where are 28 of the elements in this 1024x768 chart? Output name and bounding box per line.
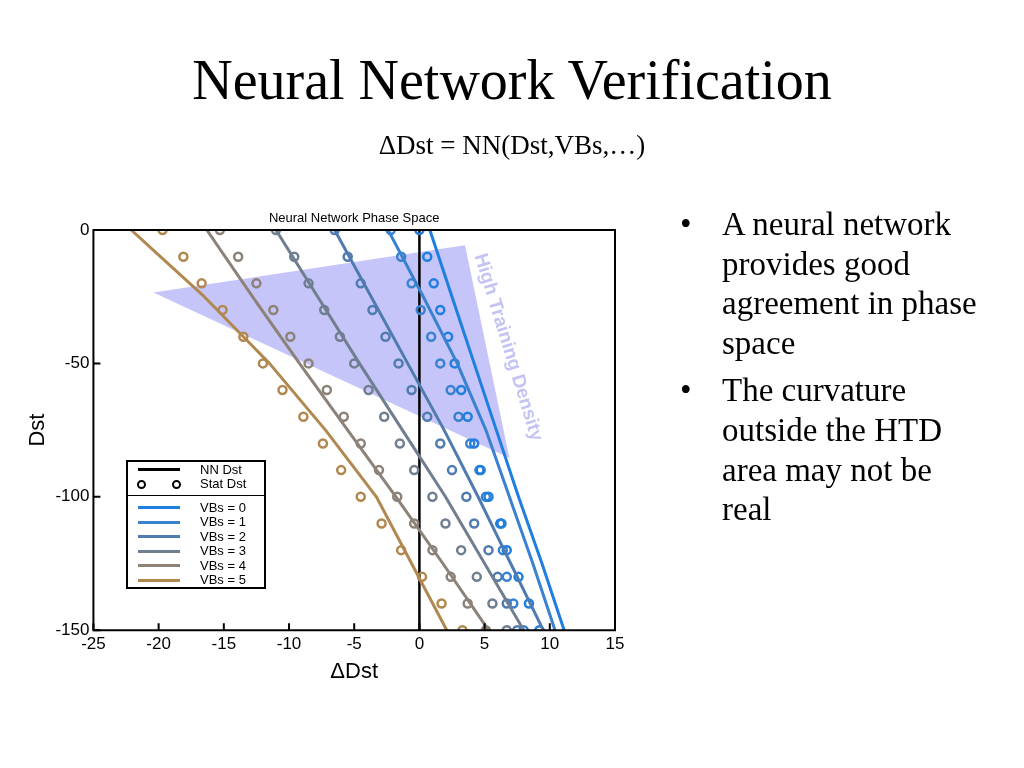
x-tick-label: -10 [276, 634, 302, 654]
chart-title: Neural Network Verification [191, 48, 833, 112]
x-tick-label: 15 [605, 634, 625, 654]
text: • A neural network provides good agreement in phase space [680, 205, 978, 363]
x-tick-label: -15 [211, 634, 237, 654]
legend-label: NN Dst [200, 461, 242, 477]
y-axis-title: Dst [24, 413, 50, 447]
y-tick-label: -50 [64, 353, 90, 373]
x-tick-label: 10 [540, 634, 560, 654]
y-tick-label: 0 [79, 219, 90, 239]
x-tick-label: 5 [479, 634, 490, 654]
text: Neural Network Phase Space [268, 210, 440, 226]
x-tick-label: -20 [146, 634, 171, 654]
legend-label: Stat Dst [200, 476, 247, 492]
chart-subtitle: ΔDst = NN(Dst,VBs,…) [377, 130, 647, 161]
x-tick-label: -25 [81, 634, 106, 654]
legend-label: VBs = 0 [200, 499, 246, 515]
text: • The curvature outside the HTD area may not be real [680, 371, 943, 530]
x-tick-label: 0 [414, 634, 425, 654]
legend-label: VBs = 2 [200, 528, 246, 544]
legend-label: VBs = 3 [200, 543, 246, 559]
y-tick-label: -100 [55, 486, 90, 506]
x-tick-label: -5 [346, 634, 362, 654]
annotation: High Training Density [470, 250, 549, 444]
legend-label: VBs = 4 [200, 557, 246, 573]
legend-label: VBs = 5 [200, 572, 246, 588]
x-axis-title: ΔDst [330, 657, 379, 683]
legend-label: VBs = 1 [200, 514, 246, 530]
